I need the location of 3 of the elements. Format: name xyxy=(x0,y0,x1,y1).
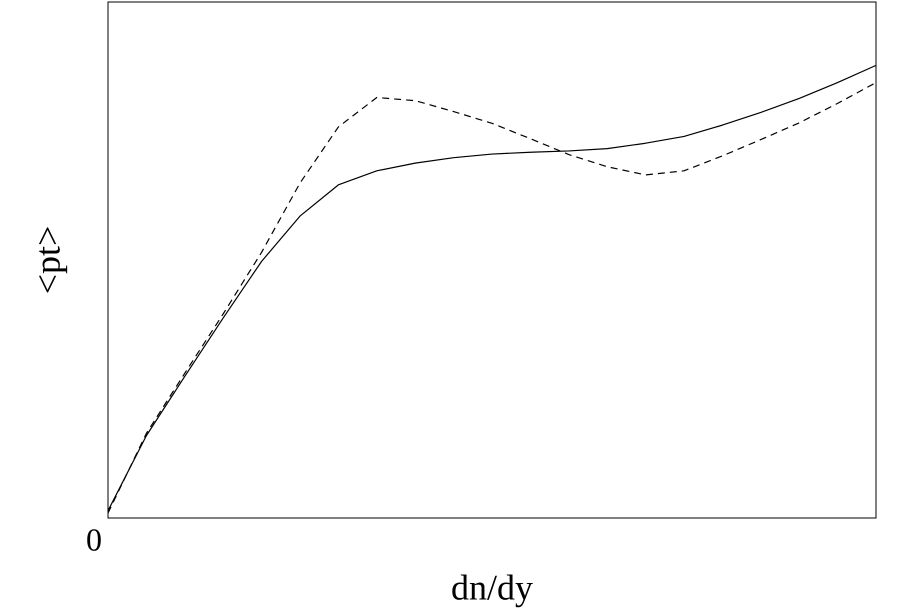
y-axis-title: <pt> xyxy=(27,226,68,294)
text: 0 xyxy=(86,521,102,558)
x-axis-title: dn/dy xyxy=(450,567,534,608)
